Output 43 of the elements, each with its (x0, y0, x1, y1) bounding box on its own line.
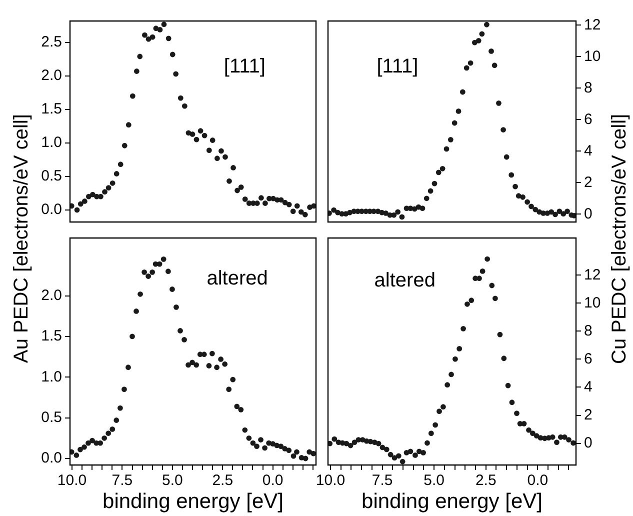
x-axis-title: binding energy [eV] (362, 490, 542, 513)
y-tick-label: 0.0 (41, 449, 62, 466)
y-tick-label: 12 (584, 16, 601, 34)
x-tick-label: 5.0 (162, 472, 183, 489)
x-tick-label: 7.5 (372, 472, 393, 489)
x-tick-label: 0.0 (262, 472, 284, 489)
y-tick-label: 6 (584, 350, 592, 367)
y-tick-label: 12 (584, 266, 601, 283)
annotation: altered (206, 266, 268, 289)
y-tick-label: 0.0 (41, 201, 62, 218)
y-tick-label: 0 (584, 434, 592, 451)
y-tick-label: 8 (584, 79, 592, 96)
y-tick-label: 10 (584, 294, 601, 311)
y-axis-title: Au PEDC [electrons/eV cell] (10, 113, 34, 365)
y-tick-label: 0.5 (41, 168, 62, 185)
y-tick-label: 4 (584, 378, 592, 395)
x-tick-label: 2.5 (475, 472, 496, 489)
x-tick-label: 2.5 (212, 472, 234, 489)
y-tick-label: 6 (584, 110, 592, 128)
x-tick-label: 5.0 (424, 472, 445, 489)
y-tick-label: 2 (584, 406, 592, 423)
annotation: [111] (224, 56, 266, 78)
annotation: [111] (376, 56, 418, 78)
y-tick-label: 1.0 (41, 368, 62, 385)
y-tick-label: 1.5 (41, 327, 62, 344)
y-tick-label: 0 (584, 205, 592, 222)
y-tick-label: 2.0 (41, 67, 62, 84)
y-tick-label: 8 (584, 322, 592, 339)
x-tick-label: 10.0 (316, 472, 346, 489)
y-tick-label: 10 (584, 48, 601, 65)
x-tick-label: 7.5 (112, 472, 133, 489)
x-axis-title: binding energy [eV] (102, 490, 284, 513)
x-tick-label: 0.0 (527, 472, 548, 489)
y-tick-label: 2 (584, 174, 592, 191)
y-tick-label: 2.5 (41, 34, 62, 51)
y-axis-title: Cu PEDC [electrons/eV cell] (608, 112, 632, 366)
y-tick-label: 4 (584, 142, 592, 160)
y-tick-label: 2.0 (41, 286, 62, 304)
x-tick-label: 10.0 (57, 472, 87, 489)
y-tick-label: 1.5 (41, 100, 62, 118)
annotation: altered (374, 269, 436, 292)
y-tick-label: 0.5 (41, 408, 62, 426)
y-tick-label: 1.0 (41, 134, 62, 152)
